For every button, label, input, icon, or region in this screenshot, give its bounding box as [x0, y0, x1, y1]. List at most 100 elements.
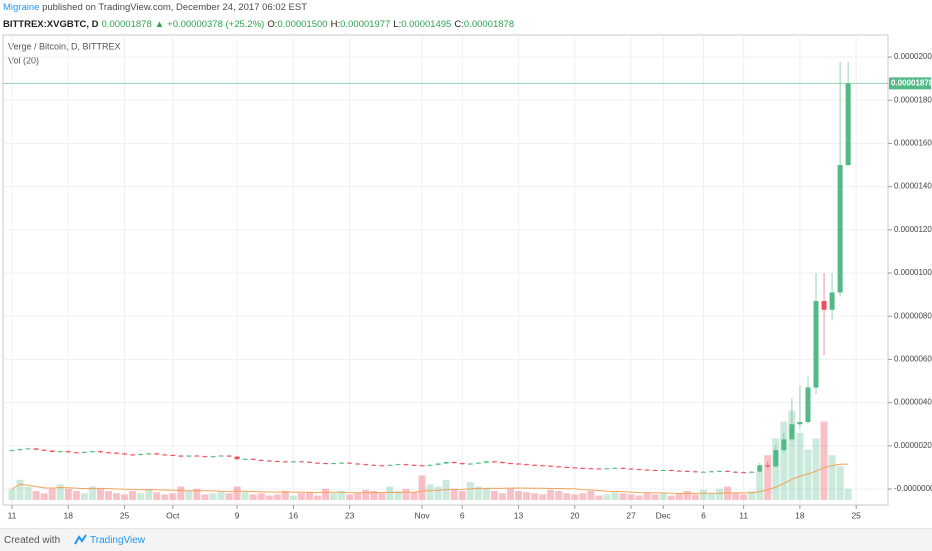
candle-body [73, 452, 79, 454]
volume-bar [209, 493, 217, 500]
candle-body [660, 470, 666, 472]
logo [74, 534, 87, 545]
volume-bar [820, 421, 828, 500]
symbol-line: BITTREX:XVGBTC, D 0.00001878 ▲ +0.00000378 … [3, 19, 514, 30]
volume-bar [281, 491, 289, 500]
price-label: 0.00001878 [891, 78, 932, 87]
x-tick-label: 6 [460, 510, 465, 520]
candle-body [306, 461, 312, 463]
volume-bar [80, 493, 88, 500]
created-with: Created with [4, 535, 61, 546]
candle-body [451, 462, 457, 464]
volume-bar [289, 495, 297, 500]
x-tick-label: 11 [739, 510, 748, 520]
volume-bar [386, 486, 394, 500]
candle-body [700, 471, 706, 473]
ohlc-key: O: [267, 19, 278, 30]
volume-bar [121, 494, 129, 500]
candle-body [250, 458, 256, 460]
candle-body [154, 453, 160, 455]
volume-bar [346, 494, 354, 500]
price-label-box [889, 77, 931, 90]
volume-bar [370, 491, 378, 500]
x-tick-label: 23 [345, 510, 355, 520]
candle-body [684, 470, 690, 472]
volume-bar [547, 489, 555, 500]
volume-bar [273, 494, 281, 500]
up-arrow: ▲ [154, 19, 165, 30]
candle-body [773, 450, 779, 467]
volume-bar [579, 493, 587, 500]
candle-body [138, 454, 144, 456]
x-tick-label: Dec [656, 510, 672, 520]
volume-ma [11, 463, 849, 494]
volume-bar [233, 486, 241, 500]
footer: Created with TradingView [0, 528, 932, 551]
volume-bar [104, 491, 112, 500]
volume-bar [145, 488, 153, 500]
candle-body [33, 448, 39, 450]
volume-bar [265, 495, 273, 500]
candle-body [242, 458, 248, 460]
candle-body [274, 460, 280, 462]
x-tick-label: Oct [166, 510, 180, 520]
candle-body [17, 449, 23, 451]
change: +0.00000378 (+25.2%) [167, 19, 265, 30]
candle-body [516, 463, 522, 465]
candle-body [371, 464, 377, 466]
volume-bar [354, 493, 362, 500]
volume-bar [426, 484, 434, 500]
volume-bar [812, 438, 820, 500]
volume-bar [764, 455, 772, 500]
candle-body [741, 472, 747, 474]
volume-bar [193, 488, 201, 500]
volume-bar [201, 494, 209, 500]
candle-body [114, 452, 120, 454]
ohlc-key: C: [454, 19, 464, 30]
candle-body [580, 467, 586, 469]
volume-bar [498, 493, 506, 500]
volume-bar [32, 491, 40, 500]
candle-body [604, 468, 610, 470]
candle-body [290, 461, 296, 463]
ohlc-key: H: [330, 19, 341, 30]
candle-body [548, 465, 554, 467]
volume-bar [506, 488, 514, 500]
volume-bar [129, 491, 137, 500]
volume-bar [72, 491, 80, 500]
volume-bar [450, 488, 458, 500]
candle-body [540, 465, 546, 467]
volume-bar [362, 489, 370, 500]
plot-frame [2, 34, 889, 506]
brand[interactable]: TradingView [90, 535, 146, 546]
volume-bar [410, 492, 418, 500]
volume-bar [466, 482, 474, 500]
candle-body [282, 461, 288, 463]
x-tick-label: 16 [289, 510, 299, 520]
volume-bar [161, 494, 169, 500]
candle-body [186, 455, 192, 457]
candle-body [765, 465, 771, 467]
author[interactable]: Migraine [3, 2, 40, 13]
volume-bar [241, 492, 249, 500]
candle-body [717, 470, 723, 472]
candle-body [532, 464, 538, 466]
volume-bar [772, 438, 780, 500]
volume-bar [603, 494, 611, 500]
candle-body [821, 301, 827, 310]
volume-bar [780, 421, 788, 500]
candle-body [829, 292, 835, 310]
volume-bar [40, 493, 48, 500]
volume-bar [643, 493, 651, 500]
ohlc-key: L: [393, 19, 402, 30]
volume-bar [394, 491, 402, 500]
candle-body [387, 464, 393, 466]
volume-bar [587, 491, 595, 500]
candle-body [395, 464, 401, 466]
volume-bar [691, 494, 699, 500]
